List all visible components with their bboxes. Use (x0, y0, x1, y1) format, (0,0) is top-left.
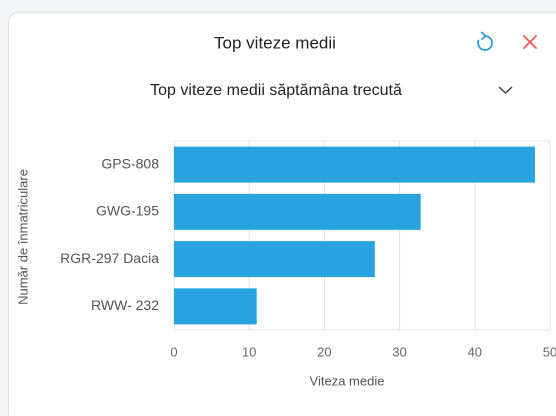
y-tick-label: GPS-808 (101, 155, 159, 171)
chevron (498, 86, 513, 95)
widget-title: Top viteze medii (214, 33, 336, 52)
close-button[interactable] (523, 35, 537, 49)
x-tick-label: 0 (170, 344, 177, 359)
y-tick-label: RGR-297 Dacia (60, 250, 159, 266)
x-axis-title: Viteza medie (310, 373, 385, 388)
close-icon (523, 35, 537, 49)
x-tick-label: 50 (543, 344, 556, 359)
bar (174, 241, 375, 278)
y-tick-label: RWW- 232 (91, 297, 159, 313)
x-tick-label: 20 (317, 344, 331, 359)
dropdown-label: Top viteze medii săptămâna trecută (150, 82, 402, 99)
bar (174, 146, 535, 183)
y-tick-label: GWG-195 (96, 203, 159, 219)
x-tick-label: 10 (242, 344, 256, 359)
refresh-arrow (481, 31, 487, 40)
bar (174, 288, 257, 325)
bar (174, 193, 421, 230)
refresh-icon (477, 35, 493, 51)
x-tick-label: 40 (468, 344, 482, 359)
plot: 0 10 20 30 40 50 GPS-808 GWG-195 RGR-297 Dacia RW… (15, 140, 556, 388)
refresh-button[interactable] (477, 31, 493, 51)
period-dropdown[interactable]: Top viteze medii săptămâna trecută (150, 82, 513, 99)
y-axis-title: Număr de înmatriculare (15, 169, 30, 305)
x-tick-label: 30 (392, 344, 406, 359)
